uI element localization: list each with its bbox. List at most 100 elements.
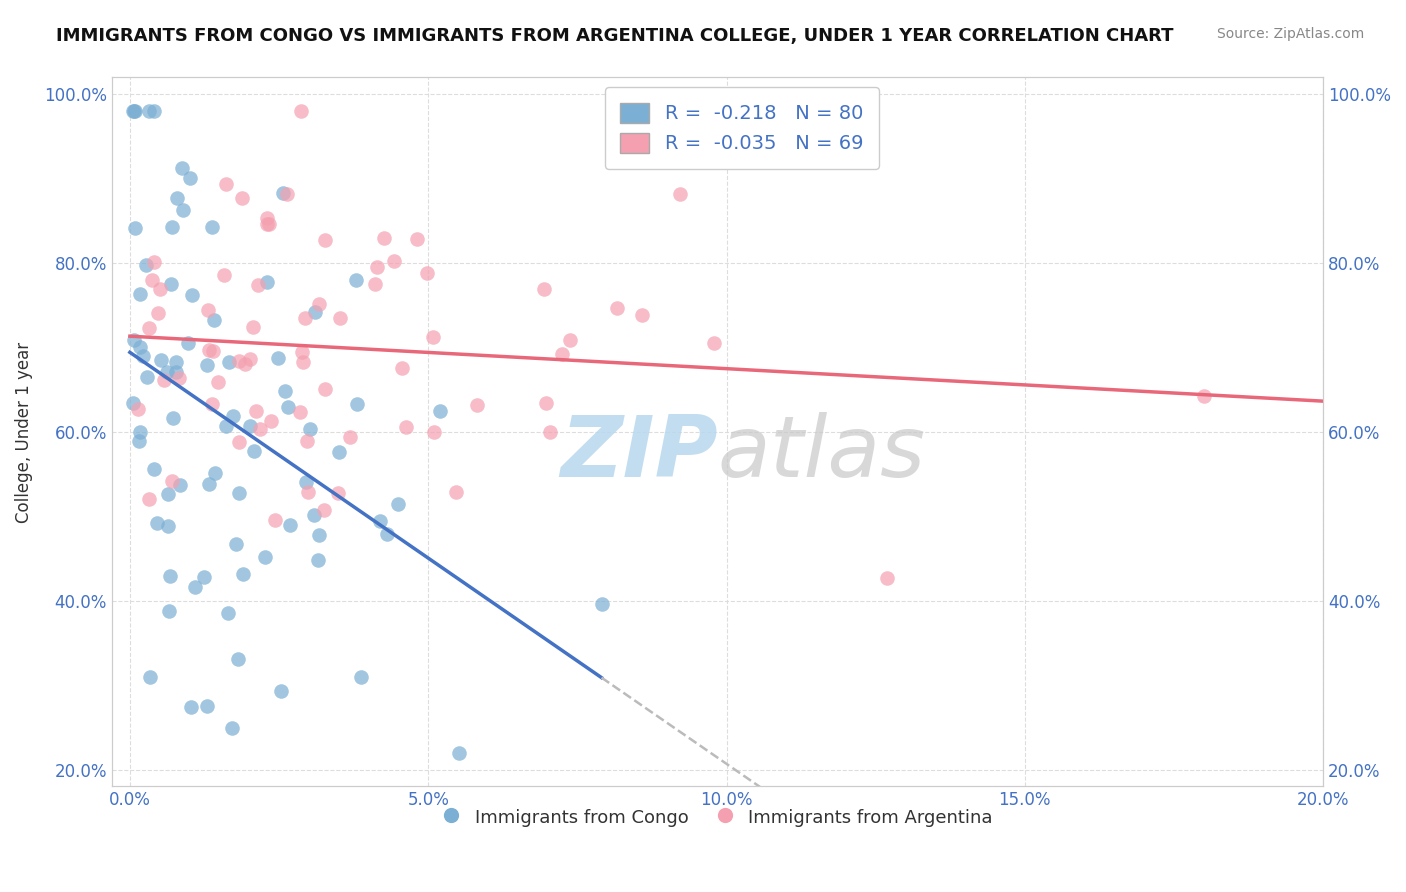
Point (277, 400, 299, 414)
Point (177, 336, 200, 351)
Point (534, 396, 557, 410)
Point (239, 351, 262, 366)
Point (156, 365, 179, 379)
Point (533, 282, 555, 296)
Point (166, 191, 188, 205)
Point (233, 357, 256, 371)
Point (246, 278, 269, 293)
Point (143, 254, 166, 268)
Point (243, 443, 266, 458)
Point (422, 425, 444, 439)
Legend: Immigrants from Congo, Immigrants from Argentina: Immigrants from Congo, Immigrants from A… (436, 800, 1000, 834)
Point (212, 268, 235, 282)
Point (127, 402, 149, 417)
Text: IMMIGRANTS FROM CONGO VS IMMIGRANTS FROM ARGENTINA COLLEGE, UNDER 1 YEAR CORRELA: IMMIGRANTS FROM CONGO VS IMMIGRANTS FROM… (56, 27, 1174, 45)
Point (606, 301, 628, 315)
Point (172, 202, 194, 217)
Point (200, 397, 222, 411)
Point (551, 347, 574, 361)
Point (302, 508, 325, 522)
Point (387, 497, 409, 511)
Point (148, 306, 170, 320)
Point (256, 211, 278, 226)
Point (304, 305, 326, 319)
Point (264, 513, 287, 527)
Point (157, 604, 180, 618)
Point (152, 373, 174, 387)
Point (278, 518, 301, 533)
Point (394, 420, 416, 434)
Point (207, 376, 229, 390)
Point (346, 397, 368, 411)
Point (294, 311, 316, 326)
Point (591, 598, 613, 612)
Point (291, 345, 314, 359)
Point (149, 282, 172, 296)
Point (449, 746, 471, 760)
Point (180, 700, 202, 714)
Point (138, 492, 160, 507)
Point (560, 333, 582, 347)
Point (308, 528, 330, 542)
Point (146, 516, 169, 531)
Point (138, 320, 160, 334)
Point (231, 191, 253, 205)
Point (228, 354, 250, 368)
Point (260, 414, 283, 428)
Point (308, 297, 330, 311)
Point (135, 258, 157, 272)
Point (329, 310, 352, 325)
Point (876, 571, 898, 585)
Point (339, 430, 361, 444)
Text: Source: ZipAtlas.com: Source: ZipAtlas.com (1216, 27, 1364, 41)
Point (267, 351, 290, 365)
Point (373, 231, 395, 245)
Point (215, 419, 238, 434)
Point (344, 272, 367, 286)
Point (138, 104, 160, 119)
Point (160, 475, 183, 489)
Point (391, 360, 413, 375)
Point (197, 303, 219, 318)
Point (228, 435, 250, 450)
Point (124, 104, 146, 119)
Point (179, 170, 201, 185)
Text: atlas: atlas (717, 412, 925, 495)
Point (129, 286, 152, 301)
Point (128, 434, 150, 448)
Point (314, 233, 336, 247)
Point (273, 186, 295, 201)
Point (215, 178, 238, 192)
Point (292, 355, 315, 369)
Point (169, 478, 191, 492)
Point (228, 486, 250, 500)
Point (273, 384, 295, 398)
Point (416, 266, 439, 280)
Point (297, 484, 319, 499)
Point (222, 409, 245, 423)
Point (160, 277, 183, 292)
Text: ZIP: ZIP (560, 412, 717, 495)
Point (156, 487, 179, 501)
Point (245, 404, 267, 418)
Point (142, 461, 165, 475)
Point (165, 355, 187, 369)
Point (221, 722, 243, 736)
Point (198, 343, 221, 358)
Point (249, 422, 271, 436)
Point (669, 186, 692, 201)
Point (368, 514, 391, 528)
Point (184, 580, 207, 594)
Point (136, 369, 159, 384)
Point (538, 425, 561, 440)
Point (366, 260, 388, 274)
Point (170, 161, 193, 176)
Point (288, 404, 311, 418)
Point (239, 419, 262, 434)
Point (201, 219, 224, 234)
Point (193, 570, 215, 584)
Point (307, 552, 329, 566)
Point (314, 383, 336, 397)
Y-axis label: College, Under 1 year: College, Under 1 year (15, 342, 32, 523)
Point (276, 186, 298, 201)
